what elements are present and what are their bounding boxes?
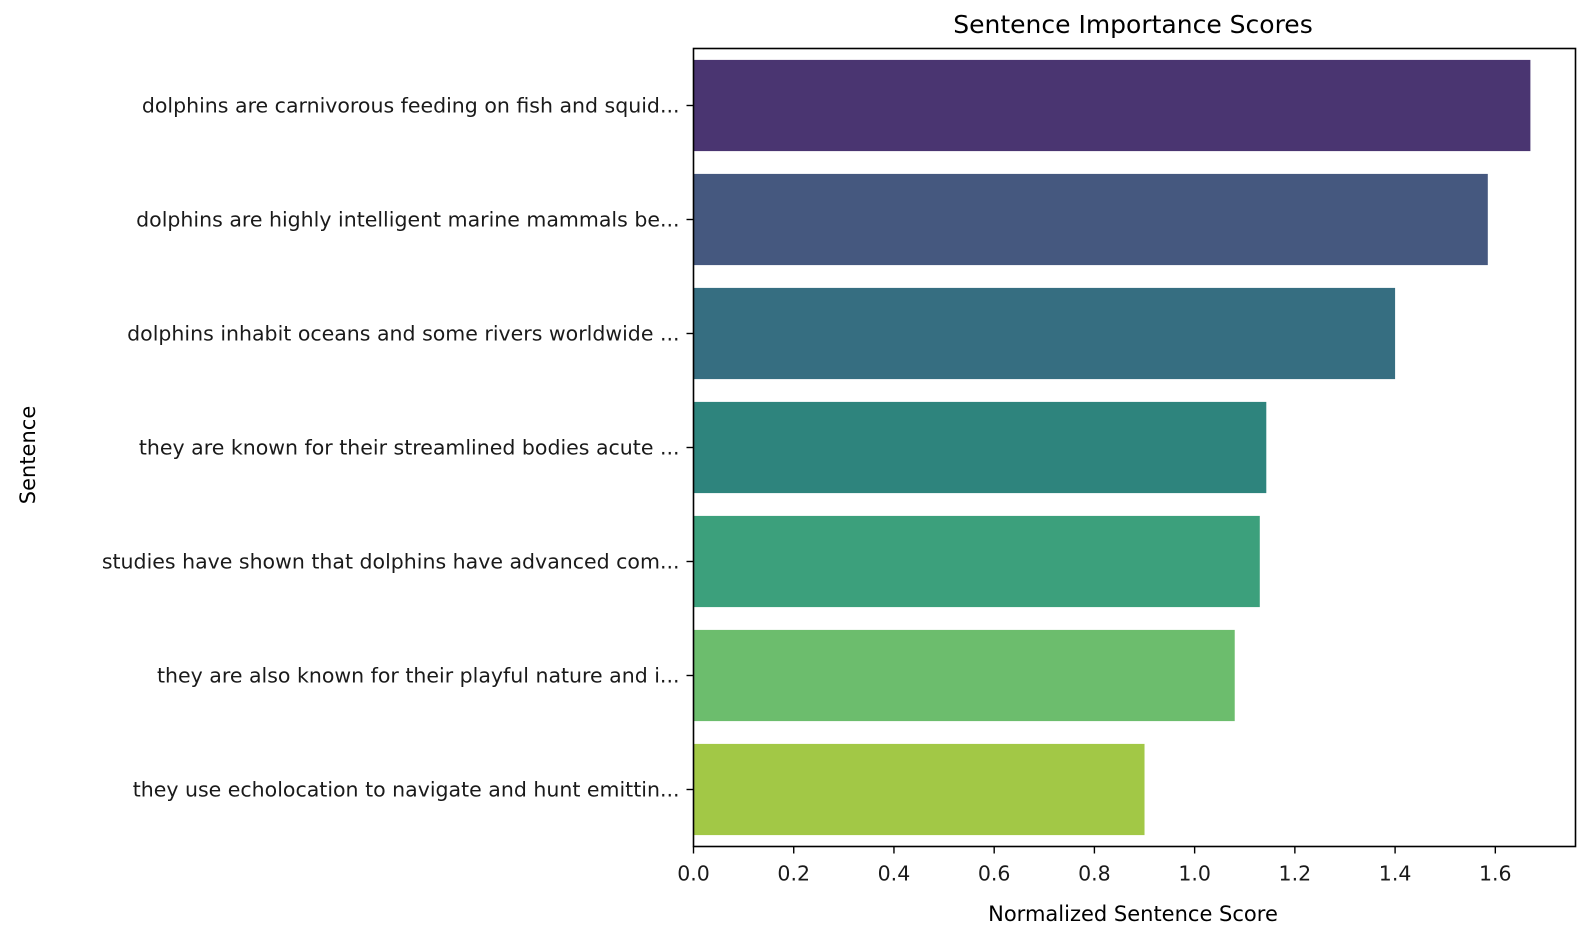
x-tick-label: 0.0 [677, 862, 710, 886]
y-tick-label: they are known for their streamlined bod… [139, 436, 680, 460]
x-axis-label: Normalized Sentence Score [988, 902, 1278, 926]
bars-group [693, 59, 1531, 836]
y-tick-label: dolphins are highly intelligent marine m… [136, 208, 679, 232]
bar-3 [693, 287, 1396, 380]
x-tick-label: 0.6 [978, 862, 1011, 886]
x-tick-label: 1.4 [1379, 862, 1412, 886]
y-tick-label: studies have shown that dolphins have ad… [102, 550, 680, 574]
plot-frame [692, 47, 1577, 848]
bar-4 [693, 401, 1267, 494]
x-tick-label: 1.6 [1479, 862, 1512, 886]
x-tick-label: 0.4 [878, 862, 911, 886]
bar-5 [693, 515, 1260, 608]
bar-2 [693, 173, 1488, 266]
x-tick-label: 1.2 [1279, 862, 1312, 886]
bar-6 [693, 629, 1235, 722]
y-tick-label: they are also known for their playful na… [157, 664, 679, 688]
y-tick-label: they use echolocation to navigate and hu… [133, 778, 680, 802]
bar-1 [693, 59, 1531, 152]
x-tick-label: 1.0 [1178, 862, 1211, 886]
x-axis-ticks: 0.0 0.2 0.4 0.6 0.8 1.0 1.2 1.4 1.6 [677, 846, 1512, 886]
y-axis-label: Sentence [16, 406, 40, 505]
bar-7 [693, 743, 1145, 836]
y-axis-ticks: dolphins are carnivorous feeding on fish… [102, 94, 694, 802]
x-tick-label: 0.8 [1078, 862, 1111, 886]
x-tick-label: 0.2 [777, 862, 810, 886]
y-tick-label: dolphins inhabit oceans and some rivers … [127, 322, 679, 346]
y-tick-label: dolphins are carnivorous feeding on fish… [142, 94, 680, 118]
chart-title: Sentence Importance Scores [953, 10, 1312, 39]
